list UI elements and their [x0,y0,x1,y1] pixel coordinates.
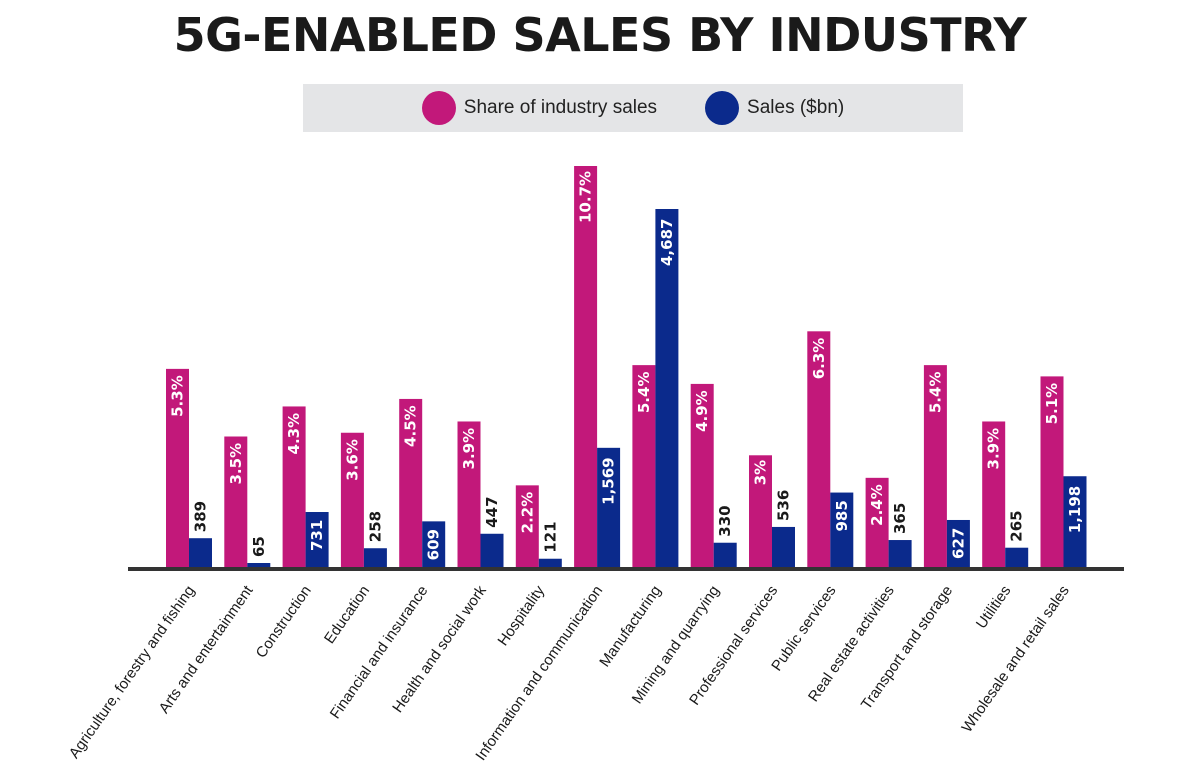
value-label-sales-real-estate-activities: 365 [891,503,909,534]
value-label-share-arts-and-entertainment: 3.5% [227,443,245,485]
value-label-share-hospitality: 2.2% [518,492,536,534]
bar-sales-public-services [830,492,854,568]
value-label-sales-information-and-communication: 1,569 [600,457,618,504]
legend-swatch-sales [705,91,740,125]
bar-share-financial-and-insurance [399,398,423,568]
category-label-agriculture-forestry-and-fishing: Agriculture, forestry and fishing [66,583,199,762]
value-label-sales-mining-and-quarrying: 330 [716,505,734,536]
value-label-share-health-and-social-work: 3.9% [460,428,478,470]
category-label-construction: Construction [253,583,315,662]
value-label-sales-transport-and-storage: 627 [949,528,967,559]
value-label-share-real-estate-activities: 2.4% [868,484,886,526]
bar-share-transport-and-storage [923,365,947,568]
bar-sales-arts-and-entertainment [247,563,271,568]
bar-sales-mining-and-quarrying [713,542,737,568]
bar-sales-real-estate-activities [888,540,912,568]
bar-sales-hospitality [538,558,562,568]
bar-share-real-estate-activities [865,477,889,568]
value-label-sales-arts-and-entertainment: 65 [250,536,268,557]
bar-sales-construction [305,512,329,568]
value-label-sales-agriculture-forestry-and-fishing: 389 [192,501,210,532]
value-label-sales-health-and-social-work: 447 [483,496,501,527]
category-label-hospitality: Hospitality [494,582,548,649]
bar-share-wholesale-and-retail-sales [1040,376,1064,568]
value-label-sales-public-services: 985 [833,500,851,531]
bar-share-hospitality [515,485,539,568]
bar-share-health-and-social-work [457,421,481,568]
bar-sales-health-and-social-work [480,533,504,568]
legend-item-sales: Sales ($bn) [705,91,844,125]
legend-item-share: Share of industry sales [421,91,658,125]
value-label-sales-professional-services: 536 [775,490,793,521]
legend-label-share: Share of industry sales [463,97,658,118]
value-label-share-agriculture-forestry-and-fishing: 5.3% [169,375,187,417]
value-label-share-education: 3.6% [343,439,361,481]
chart-title: 5G-ENABLED SALES BY INDUSTRY [173,8,1027,62]
value-label-share-utilities: 3.9% [985,428,1003,470]
bar-sales-transport-and-storage [946,519,970,568]
category-label-information-and-communication: Information and communication [472,583,606,764]
bar-share-arts-and-entertainment [224,436,248,568]
value-label-sales-manufacturing: 4,687 [658,219,676,266]
category-label-financial-and-insurance: Financial and insurance [327,583,432,723]
category-label-education: Education [321,583,373,647]
value-label-share-transport-and-storage: 5.4% [926,372,944,414]
category-label-manufacturing: Manufacturing [596,583,664,671]
bar-sales-professional-services [772,526,795,568]
value-label-sales-wholesale-and-retail-sales: 1,198 [1066,486,1084,533]
legend-swatch-share [421,91,456,125]
bar-share-professional-services [749,455,772,568]
value-label-share-financial-and-insurance: 4.5% [402,405,420,447]
bar-share-manufacturing [632,365,656,568]
value-label-share-mining-and-quarrying: 4.9% [693,390,711,432]
value-label-share-professional-services: 3% [752,460,770,485]
value-label-share-manufacturing: 5.4% [635,372,653,414]
bar-sales-financial-and-insurance [422,521,446,568]
bar-sales-information-and-communication [597,447,621,568]
bar-share-public-services [807,331,831,568]
legend: Share of industry sales Sales ($bn) [303,84,963,132]
value-label-sales-hospitality: 121 [541,521,559,552]
value-label-sales-education: 258 [366,511,384,542]
value-label-sales-construction: 731 [308,520,326,551]
bar-sales-education [363,548,387,568]
bar-sales-agriculture-forestry-and-fishing [189,538,212,568]
category-label-utilities: Utilities [973,583,1015,632]
bar-sales-utilities [1005,547,1029,568]
legend-label-sales: Sales ($bn) [747,97,845,118]
value-label-share-construction: 4.3% [285,413,303,455]
bar-share-agriculture-forestry-and-fishing [166,368,189,568]
value-label-sales-financial-and-insurance: 609 [425,529,443,560]
bar-share-construction [282,406,306,568]
value-label-sales-utilities: 265 [1008,510,1026,541]
bar-share-education [340,432,364,568]
value-label-share-public-services: 6.3% [810,338,828,380]
bar-sales-manufacturing [655,209,679,568]
bar-share-mining-and-quarrying [690,383,714,568]
value-label-share-information-and-communication: 10.7% [577,171,595,223]
category-label-wholesale-and-retail-sales: Wholesale and retail sales [958,583,1072,736]
bar-sales-wholesale-and-retail-sales [1063,476,1087,568]
bar-share-information-and-communication [574,166,598,568]
bar-share-utilities [982,421,1006,568]
value-label-share-wholesale-and-retail-sales: 5.1% [1043,383,1061,425]
